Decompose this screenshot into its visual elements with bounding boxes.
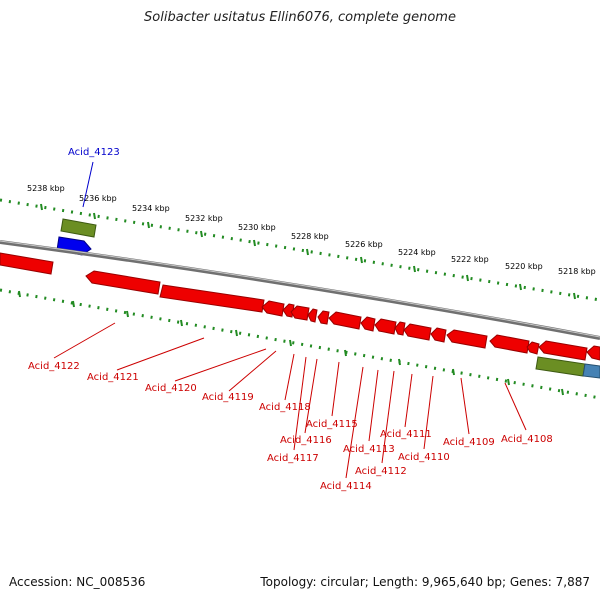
gene-label-forward: Acid_4123 [68, 147, 120, 158]
label-leader-line [331, 361, 340, 417]
reverse-gene[interactable] [0, 252, 54, 275]
reverse-gene[interactable] [403, 323, 432, 341]
ruler-tick-label: 5218 kbp [558, 267, 596, 276]
label-leader-line [228, 350, 277, 392]
ruler-tick-label: 5234 kbp [132, 204, 170, 213]
label-leader-line [504, 382, 527, 431]
reverse-gene[interactable] [360, 316, 376, 332]
ruler-tick-label: 5228 kbp [291, 232, 329, 241]
outer-ruler-tick [413, 265, 416, 273]
ruler-tick-label: 5232 kbp [185, 214, 223, 223]
inner-ruler-tick [344, 349, 347, 357]
reverse-gene[interactable] [85, 270, 161, 295]
label-leader-line [368, 369, 379, 442]
inner-ruler-tick [235, 329, 238, 337]
ruler-tick-label: 5226 kbp [345, 240, 383, 249]
outer-ruler-tick [306, 248, 309, 256]
reverse-gene[interactable] [307, 308, 318, 323]
gene-label-reverse: Acid_4120 [145, 383, 197, 394]
gene-label-reverse: Acid_4118 [259, 402, 311, 413]
reverse-gene[interactable] [586, 345, 600, 361]
reverse-gene[interactable] [328, 311, 362, 330]
label-leader-line [284, 353, 295, 401]
backbone-line [0, 240, 600, 340]
gene-label-reverse: Acid_4115 [306, 419, 358, 430]
backbone-highlight [0, 240, 600, 338]
label-leader-line [53, 322, 116, 359]
outer-ruler-tick [200, 230, 203, 238]
ruler-tick-label: 5230 kbp [238, 223, 276, 232]
label-leader-line [404, 373, 413, 428]
label-leader-line [423, 375, 434, 450]
reverse-gene[interactable] [394, 321, 406, 336]
reverse-gene[interactable] [290, 305, 310, 321]
outer-ruler-tick [573, 292, 576, 300]
outer-ruler-tick [253, 239, 256, 247]
gene-label-reverse: Acid_4117 [267, 453, 319, 464]
gene-label-reverse: Acid_4110 [398, 452, 450, 463]
rna-gene[interactable] [60, 218, 97, 238]
label-leader-line [345, 366, 364, 479]
outer-ruler-tick [147, 221, 150, 229]
outer-ruler-tick [93, 212, 96, 220]
gene-label-reverse: Acid_4122 [28, 361, 80, 372]
gene-label-reverse: Acid_4113 [343, 444, 395, 455]
genome-title: Solibacter usitatus Ellin6076, complete … [144, 10, 456, 25]
reverse-gene[interactable] [489, 334, 530, 354]
outer-ruler-tick [466, 274, 469, 282]
inner-ruler-tick [180, 319, 183, 327]
genome-summary-text: Topology: circular; Length: 9,965,640 bp… [260, 575, 590, 589]
reverse-gene[interactable] [526, 341, 540, 355]
label-leader-line [381, 370, 395, 464]
gene-label-reverse: Acid_4111 [380, 429, 432, 440]
label-leader-line [304, 358, 318, 434]
label-leader-line [82, 161, 94, 208]
backbone [0, 240, 600, 340]
ruler-tick-label: 5220 kbp [505, 262, 543, 271]
gene-label-reverse: Acid_4112 [355, 466, 407, 477]
inner-ruler-tick [561, 388, 564, 396]
inner-ruler [0, 288, 600, 400]
accession-text: Accession: NC_008536 [9, 575, 146, 589]
rna-gene[interactable] [535, 356, 586, 377]
inner-ruler-tick [72, 300, 75, 308]
reverse-strand [0, 252, 600, 379]
gene-label-reverse: Acid_4121 [87, 372, 139, 383]
reverse-gene-labels: Acid_4122 Acid_4121 Acid_4120 Acid_4119 … [28, 322, 553, 492]
outer-ruler-tick [360, 256, 363, 264]
gene-label-reverse: Acid_4116 [280, 435, 332, 446]
inner-ruler-tick [126, 310, 129, 318]
label-leader-line [116, 337, 205, 371]
reverse-gene[interactable] [261, 300, 285, 317]
inner-ruler-tick [452, 368, 455, 376]
gene-label-reverse: Acid_4108 [501, 434, 553, 445]
ruler-tick-label: 5222 kbp [451, 255, 489, 264]
outer-ruler-tick [40, 203, 43, 211]
reverse-gene[interactable] [374, 318, 397, 335]
inner-ruler-tick [507, 378, 510, 386]
outer-ruler: 5238 kbp 5236 kbp 5234 kbp 5232 kbp 5230… [0, 184, 600, 302]
ruler-tick-label: 5224 kbp [398, 248, 436, 257]
inner-ruler-tick [398, 358, 401, 366]
ruler-tick-label: 5236 kbp [79, 194, 117, 203]
inner-ruler-tick [289, 339, 292, 347]
reverse-gene[interactable] [159, 284, 265, 313]
label-leader-line [460, 377, 470, 435]
reverse-gene[interactable] [430, 327, 447, 343]
other-gene[interactable] [582, 363, 600, 379]
gene-label-reverse: Acid_4114 [320, 481, 372, 492]
gene-label-reverse: Acid_4119 [202, 392, 254, 403]
gene-label-reverse: Acid_4109 [443, 437, 495, 448]
reverse-gene[interactable] [317, 310, 330, 325]
inner-ruler-tick [18, 290, 21, 298]
reverse-gene[interactable] [446, 329, 488, 349]
reverse-gene[interactable] [282, 303, 295, 318]
outer-ruler-tick [519, 283, 522, 291]
label-leader-line [174, 348, 267, 382]
ruler-tick-label: 5238 kbp [27, 184, 65, 193]
label-leader-line [293, 356, 307, 451]
reverse-gene[interactable] [538, 340, 588, 361]
